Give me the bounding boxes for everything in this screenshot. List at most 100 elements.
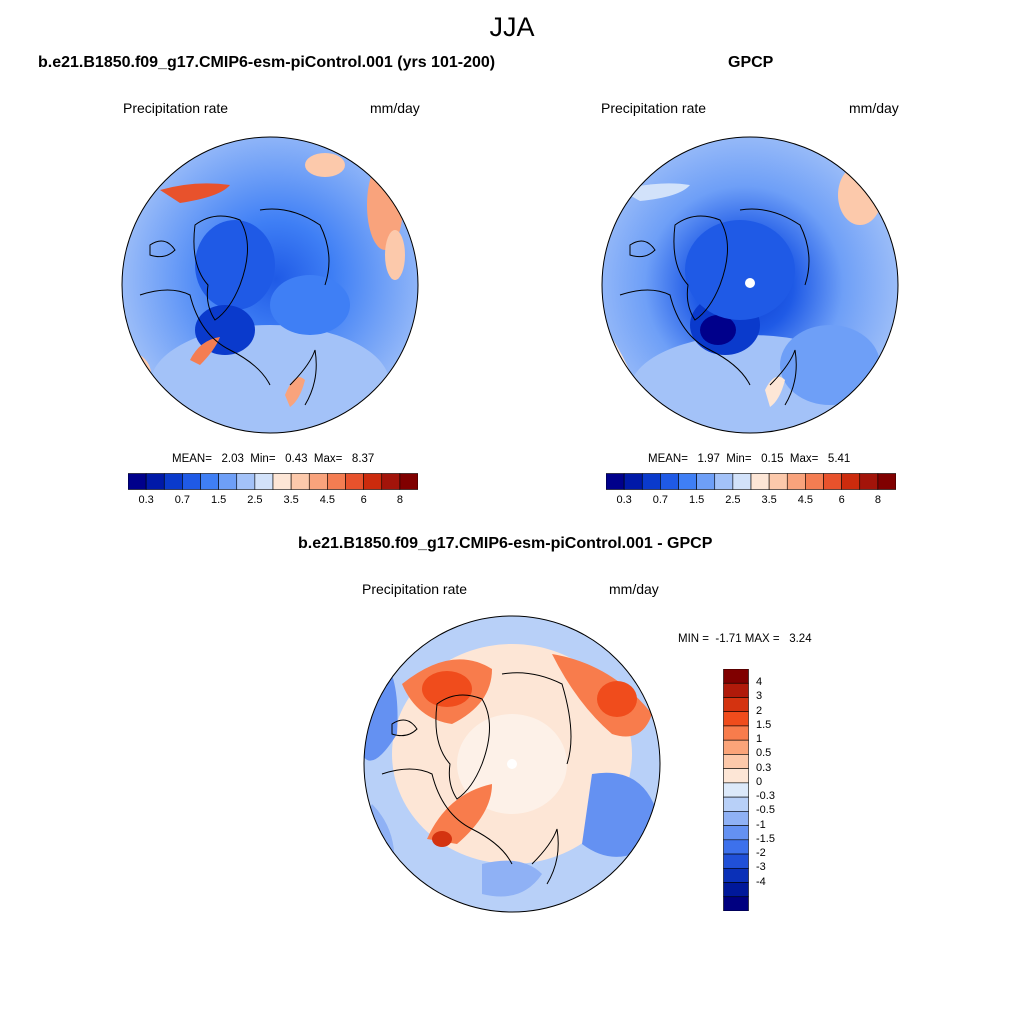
- colorbar-box: [750, 473, 770, 490]
- colorbar-box: [272, 473, 292, 490]
- colorbar-box: [723, 669, 749, 684]
- colorbar-box: [254, 473, 274, 490]
- colorbar-box: [236, 473, 256, 490]
- colorbar-box: [723, 811, 749, 826]
- colorbar-box: [200, 473, 219, 490]
- colorbar-box: [723, 711, 749, 727]
- colorbar-tick-label: -3: [756, 861, 766, 874]
- colorbar-tick-label: 3.5: [761, 494, 777, 506]
- colorbar-tick-label: 1.5: [688, 494, 705, 506]
- colorbar-box: [859, 473, 879, 490]
- right-polar-map: [601, 136, 899, 434]
- colorbar-box: [641, 473, 661, 490]
- colorbar-box: [399, 473, 418, 490]
- colorbar-box: [218, 473, 238, 490]
- page-title: JJA: [489, 12, 535, 42]
- colorbar-tick-label: 2: [756, 704, 763, 717]
- left-panel-title: b.e21.B1850.f09_g17.CMIP6-esm-piControl.…: [38, 54, 496, 71]
- left-colorbar-boxes: [128, 473, 418, 490]
- right-panel-title: GPCP: [728, 54, 774, 71]
- colorbar-tick-label: 6: [838, 494, 845, 506]
- colorbar-box: [732, 473, 752, 490]
- colorbar-box: [345, 473, 364, 490]
- diff-colorbar: [723, 669, 749, 911]
- right-panel-variable-label: Precipitation rate: [601, 100, 707, 116]
- left-panel-stats: MEAN= 2.03 Min= 0.43 Max= 8.37: [172, 453, 375, 465]
- colorbar-box: [290, 473, 310, 490]
- diff-panel-units-label: mm/day: [609, 581, 659, 597]
- colorbar-tick-label: 2.5: [247, 494, 263, 506]
- colorbar-box: [163, 473, 183, 490]
- colorbar-tick-label: -1: [756, 818, 766, 831]
- left-polar-map: [121, 136, 419, 434]
- colorbar-box: [723, 839, 749, 855]
- left-colorbar: [128, 473, 418, 490]
- colorbar-box: [660, 473, 679, 490]
- colorbar-box: [877, 473, 896, 490]
- colorbar-box: [327, 473, 346, 490]
- diff-panel-stats: MIN = -1.71 MAX = 3.24: [678, 633, 812, 645]
- colorbar-box: [678, 473, 697, 490]
- colorbar-box: [723, 896, 749, 911]
- colorbar-tick-label: -4: [756, 875, 766, 888]
- left-colorbar-ticks: 0.3 0.7 1.5 2.5 3.5 4.5 6 8: [128, 494, 418, 508]
- colorbar-box: [128, 473, 147, 490]
- left-panel-variable-label: Precipitation rate: [123, 100, 229, 116]
- colorbar-box: [786, 473, 806, 490]
- colorbar-box: [823, 473, 842, 490]
- colorbar-box: [308, 473, 328, 490]
- colorbar-tick-label: 1.5: [210, 494, 227, 506]
- diff-panel-variable-label: Precipitation rate: [362, 581, 468, 597]
- colorbar-box: [696, 473, 716, 490]
- colorbar-box: [723, 825, 749, 841]
- colorbar-box: [723, 754, 749, 769]
- colorbar-box: [723, 867, 749, 883]
- diff-colorbar-boxes: [723, 669, 749, 911]
- colorbar-tick-label: 4.5: [797, 494, 814, 506]
- right-colorbar-ticks: 0.3 0.7 1.5 2.5 3.5 4.5 6 8: [606, 494, 896, 508]
- colorbar-tick-label: 0.3: [138, 494, 154, 506]
- colorbar-box: [723, 853, 749, 869]
- colorbar-tick-label: 4: [756, 676, 763, 689]
- diff-polar-map: [363, 615, 661, 913]
- colorbar-tick-label: 6: [360, 494, 367, 506]
- colorbar-tick-label: 8: [396, 494, 403, 506]
- colorbar-box: [182, 473, 201, 490]
- colorbar-tick-label: -0.5: [756, 804, 775, 817]
- colorbar-box: [723, 725, 749, 741]
- colorbar-box: [363, 473, 383, 490]
- colorbar-tick-label: 0: [756, 775, 763, 788]
- right-colorbar-boxes: [606, 473, 896, 490]
- colorbar-tick-label: 0.5: [756, 747, 772, 760]
- colorbar-box: [723, 782, 749, 798]
- colorbar-tick-label: -2: [756, 847, 766, 860]
- colorbar-tick-label: 1: [756, 733, 763, 746]
- right-colorbar: [606, 473, 896, 490]
- colorbar-box: [723, 697, 749, 713]
- colorbar-tick-label: 0.3: [616, 494, 632, 506]
- diff-panel-title: b.e21.B1850.f09_g17.CMIP6-esm-piControl.…: [298, 535, 713, 552]
- colorbar-box: [805, 473, 824, 490]
- left-panel-units-label: mm/day: [370, 100, 420, 116]
- colorbar-box: [381, 473, 401, 490]
- colorbar-box: [623, 473, 643, 490]
- colorbar-tick-label: 3.5: [283, 494, 299, 506]
- colorbar-box: [723, 768, 749, 784]
- colorbar-box: [145, 473, 165, 490]
- colorbar-tick-label: 0.7: [652, 494, 669, 506]
- colorbar-tick-label: 0.7: [174, 494, 191, 506]
- colorbar-tick-label: -0.3: [756, 790, 775, 803]
- colorbar-box: [723, 882, 749, 898]
- colorbar-tick-label: 3: [756, 690, 763, 703]
- colorbar-tick-label: 4.5: [319, 494, 336, 506]
- colorbar-box: [714, 473, 734, 490]
- colorbar-box: [768, 473, 788, 490]
- right-panel-units-label: mm/day: [849, 100, 899, 116]
- colorbar-tick-label: 8: [874, 494, 881, 506]
- colorbar-box: [723, 682, 749, 698]
- colorbar-box: [841, 473, 861, 490]
- colorbar-box: [723, 796, 749, 812]
- colorbar-tick-label: 2.5: [725, 494, 741, 506]
- right-panel-stats: MEAN= 1.97 Min= 0.15 Max= 5.41: [648, 453, 851, 465]
- colorbar-box: [606, 473, 625, 490]
